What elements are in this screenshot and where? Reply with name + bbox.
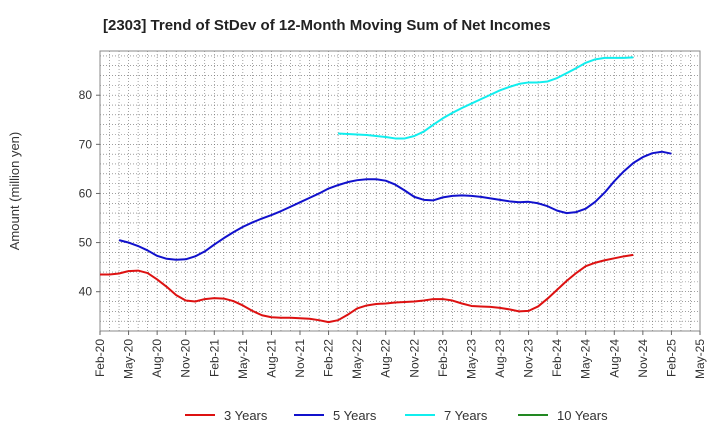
legend-label: 7 Years <box>444 408 488 423</box>
x-tick-label: May-22 <box>350 339 364 379</box>
x-tick-label: Feb-24 <box>550 339 564 377</box>
y-tick-label: 70 <box>79 137 93 151</box>
legend: 3 Years 5 Years 7 Years 10 Years <box>185 408 608 423</box>
x-tick-label: Aug-21 <box>264 339 278 378</box>
x-tick-label: Nov-23 <box>522 339 536 378</box>
grid <box>99 51 701 332</box>
x-tick-label: Aug-22 <box>379 339 393 378</box>
x-tick-label: May-20 <box>122 339 136 379</box>
y-tick-label: 40 <box>79 285 93 299</box>
plot-area <box>99 50 701 332</box>
x-tick-label: Aug-24 <box>607 339 621 378</box>
x-tick-label: Feb-20 <box>93 339 107 377</box>
y-tick-label: 50 <box>79 236 93 250</box>
y-tick-label: 60 <box>79 186 93 200</box>
x-tick-label: Nov-22 <box>407 339 421 378</box>
series-lines <box>100 56 672 324</box>
x-tick-label: May-25 <box>693 339 707 379</box>
x-tick-label: May-24 <box>579 339 593 379</box>
y-tick-label: 80 <box>79 88 93 102</box>
legend-label: 10 Years <box>557 408 608 423</box>
legend-label: 5 Years <box>333 408 377 423</box>
x-tick-label: Nov-24 <box>636 339 650 378</box>
x-tick-label: Aug-23 <box>493 339 507 378</box>
x-tick-label: May-23 <box>464 339 478 379</box>
series-line-2 <box>118 150 672 261</box>
x-tick-label: Feb-21 <box>207 339 221 377</box>
x-tick-label: Feb-25 <box>664 339 678 377</box>
x-axis: Feb-20 May-20 Aug-20 Nov-20 Feb-21 May-21 Aug-… <box>93 331 707 379</box>
x-tick-label: Nov-21 <box>293 339 307 378</box>
x-tick-label: Aug-20 <box>150 339 164 378</box>
x-tick-label: May-21 <box>236 339 250 379</box>
legend-label: 3 Years <box>224 408 268 423</box>
y-axis: 40 50 60 70 80 <box>79 88 100 299</box>
x-tick-label: Feb-23 <box>436 339 450 377</box>
y-axis-label: Amount (million yen) <box>7 132 22 251</box>
chart-title: [2303] Trend of StDev of 12-Month Moving… <box>103 17 551 34</box>
x-tick-label: Feb-22 <box>322 339 336 377</box>
x-tick-label: Nov-20 <box>179 339 193 378</box>
series-line-3 <box>338 56 634 140</box>
series-line-1 <box>100 253 634 324</box>
